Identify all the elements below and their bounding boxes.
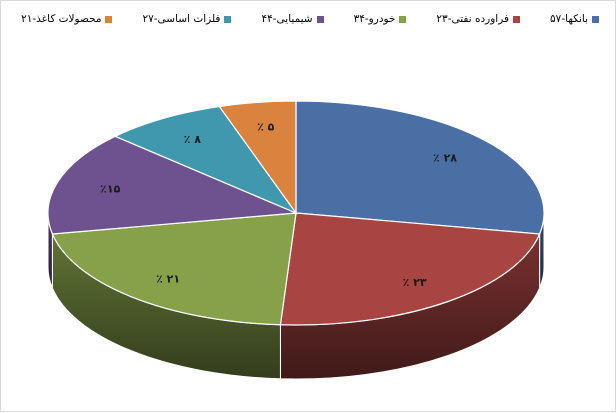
pie-data-label: ٪ ۵ bbox=[257, 121, 275, 134]
legend-item-automotive: خودرو-۳۴ bbox=[354, 13, 407, 25]
legend-item-oil-products: فراورده نفتی-۲۳ bbox=[436, 13, 521, 25]
legend-swatch bbox=[592, 15, 599, 23]
legend-swatch bbox=[224, 15, 232, 23]
pie-data-label: ٪ ۲۸ bbox=[433, 151, 457, 164]
pie-slice bbox=[295, 100, 545, 235]
pie-slice bbox=[47, 135, 297, 235]
chart-legend: بانکها-۵۷ فراورده نفتی-۲۳ خودرو-۳۴ شیمیا… bbox=[21, 11, 599, 27]
legend-label: فلزات اساسی-۲۷ bbox=[142, 13, 221, 25]
legend-label: شیمیایی-۴۴ bbox=[261, 13, 313, 25]
pie-slice bbox=[279, 212, 541, 326]
legend-item-paper-products: محصولات کاغذ-۲۱ bbox=[21, 13, 113, 25]
legend-label: خودرو-۳۴ bbox=[353, 13, 396, 25]
pie-data-label: ٪ ۲۳ bbox=[403, 276, 427, 289]
legend-swatch bbox=[316, 15, 324, 23]
pie-slice bbox=[113, 105, 298, 215]
legend-swatch bbox=[513, 15, 521, 23]
legend-label: محصولات کاغذ-۲۱ bbox=[21, 13, 102, 25]
legend-swatch bbox=[399, 15, 407, 23]
pie-data-labels: ٪ ۲۸ ٪ ۲۳ ٪ ۲۱ ٪۱۵ ٪ ۸ ٪ ۵ bbox=[100, 121, 457, 289]
legend-swatch bbox=[105, 15, 113, 23]
pie-data-label: ٪ ۸ bbox=[184, 133, 202, 146]
pie-slices bbox=[47, 100, 545, 326]
legend-item-basic-metals: فلزات اساسی-۲۷ bbox=[142, 13, 232, 25]
pie-slice bbox=[51, 212, 297, 326]
legend-item-chemical: شیمیایی-۴۴ bbox=[261, 13, 324, 25]
legend-item-banks: بانکها-۵۷ bbox=[550, 13, 599, 25]
pie-data-label: ٪ ۲۱ bbox=[156, 273, 180, 286]
pie-data-label: ٪۱۵ bbox=[100, 183, 120, 196]
legend-label: فراورده نفتی-۲۳ bbox=[436, 13, 510, 25]
legend-label: بانکها-۵۷ bbox=[550, 13, 588, 25]
pie-slice bbox=[218, 100, 297, 215]
